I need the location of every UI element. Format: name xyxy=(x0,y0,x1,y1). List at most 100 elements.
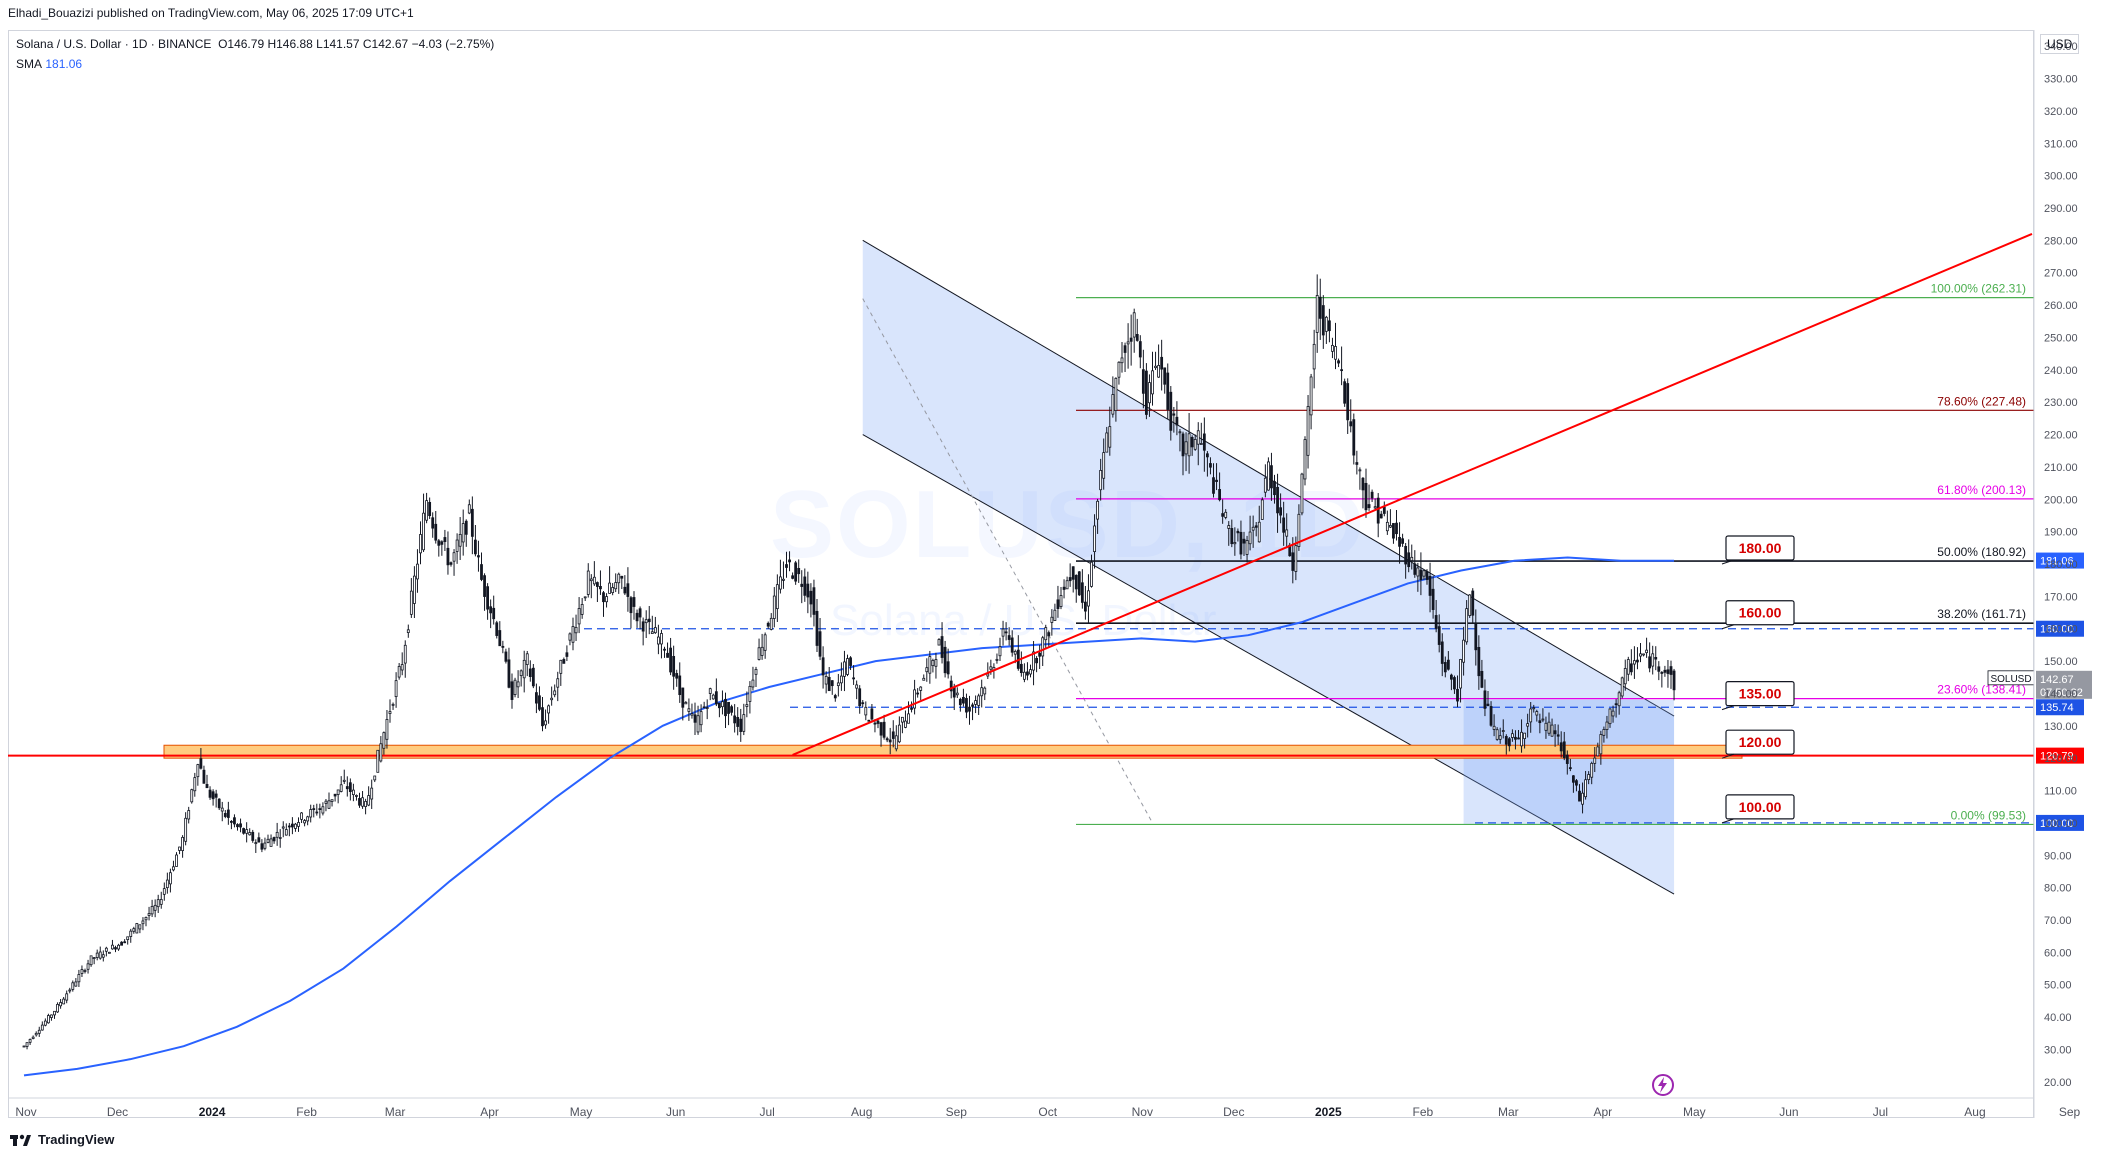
candle-body xyxy=(1486,703,1490,707)
x-tick-label: May xyxy=(570,1105,593,1119)
candle-body xyxy=(873,722,877,725)
candle-body xyxy=(675,673,679,679)
candle-body xyxy=(1303,439,1307,480)
candle-body xyxy=(650,631,654,634)
y-tick-label: 80.00 xyxy=(2044,883,2072,895)
candle-body xyxy=(1645,649,1648,654)
candle-body xyxy=(428,501,432,517)
tradingview-footer[interactable]: TradingView xyxy=(10,1132,114,1147)
candle-body xyxy=(989,666,993,670)
candle-body xyxy=(852,677,855,680)
candle-body xyxy=(1663,669,1667,673)
candle-body xyxy=(370,787,374,800)
callout-box xyxy=(1725,535,1795,561)
candle-body xyxy=(1666,669,1670,674)
candle-body xyxy=(367,795,371,806)
sma-label[interactable]: SMA xyxy=(16,57,43,71)
candle-body xyxy=(1376,497,1380,524)
candle-body xyxy=(1221,513,1225,517)
candle-body xyxy=(586,570,590,595)
candle-body xyxy=(705,707,709,709)
candle-body xyxy=(147,913,151,916)
candle-body xyxy=(284,829,288,836)
candle-body xyxy=(1294,545,1298,572)
y-tick-label: 240.00 xyxy=(2044,365,2078,377)
candle-body xyxy=(1596,746,1600,757)
x-tick-label: Mar xyxy=(1498,1105,1519,1119)
candle-body xyxy=(202,769,206,784)
candle-body xyxy=(635,612,639,622)
candle-body xyxy=(934,659,938,667)
candle-body xyxy=(132,928,136,932)
candle-body xyxy=(281,826,285,829)
candle-body xyxy=(1132,312,1136,338)
candle-body xyxy=(1087,590,1090,607)
candle-body xyxy=(748,685,752,702)
candle-body xyxy=(1148,382,1151,404)
candle-body xyxy=(495,622,499,636)
x-tick-label: Jul xyxy=(1873,1105,1888,1119)
candle-body xyxy=(620,575,624,579)
candle-body xyxy=(28,1039,32,1043)
candle-body xyxy=(1090,561,1093,587)
candle-body xyxy=(257,837,261,843)
candle-body xyxy=(943,646,947,674)
candle-body xyxy=(1337,360,1340,364)
y-tick-label: 200.00 xyxy=(2044,494,2078,506)
candle-body xyxy=(1556,734,1560,737)
candle-body xyxy=(858,688,862,707)
x-tick-label: 2024 xyxy=(199,1105,226,1119)
x-tick-label: Sep xyxy=(946,1105,968,1119)
candle-body xyxy=(300,812,303,820)
candle-body xyxy=(416,563,419,580)
candle-body xyxy=(1407,552,1411,568)
candle-body xyxy=(199,758,203,769)
candle-body xyxy=(339,784,343,792)
candle-body xyxy=(1501,730,1505,732)
candle-body xyxy=(452,552,456,562)
candle-body xyxy=(248,832,252,836)
candle-body xyxy=(821,657,825,676)
candle-body xyxy=(815,610,819,646)
candle-body xyxy=(1410,556,1414,561)
candle-body xyxy=(1184,441,1188,455)
candle-body xyxy=(358,798,361,806)
candle-body xyxy=(1111,394,1115,415)
symbol-title[interactable]: Solana / U.S. Dollar · 1D · BINANCE xyxy=(16,37,212,51)
candle-body xyxy=(580,604,584,615)
y-tick-label: 210.00 xyxy=(2044,462,2078,474)
candle-body xyxy=(309,809,313,818)
candle-body xyxy=(242,828,246,834)
candle-body xyxy=(1230,528,1234,545)
fib-retracement: 100.00% (262.31) 78.60% (227.48) 61.80% (2… xyxy=(1076,282,2034,826)
candle-body xyxy=(1617,692,1621,707)
candle-body xyxy=(663,648,666,651)
y-tick-label: 180.00 xyxy=(2044,559,2078,571)
candle-body xyxy=(190,789,194,803)
candle-body xyxy=(794,562,798,582)
candle-body xyxy=(294,823,297,829)
currency-label[interactable]: USD xyxy=(2040,34,2080,54)
candle-body xyxy=(925,667,929,673)
candle-body xyxy=(455,539,459,552)
candle-body xyxy=(1254,525,1258,528)
candle-body xyxy=(913,689,916,709)
candle-body xyxy=(1065,580,1069,590)
candle-body xyxy=(175,854,178,867)
x-tick-label: Aug xyxy=(1964,1105,1985,1119)
candle-body xyxy=(745,704,749,707)
candle-body xyxy=(519,670,523,677)
candle-body xyxy=(50,1014,53,1018)
candle-body xyxy=(65,993,69,1001)
sma-polyline xyxy=(23,556,1675,1077)
candle-body xyxy=(1443,662,1447,673)
lightning-icon[interactable] xyxy=(1650,1072,1676,1098)
candle-body xyxy=(1517,737,1520,740)
candle-body xyxy=(836,682,840,687)
candle-body xyxy=(1084,601,1087,612)
candle-body xyxy=(812,587,816,615)
candle-body xyxy=(971,704,974,707)
candle-body xyxy=(306,816,310,822)
descending-channel xyxy=(862,239,1675,895)
